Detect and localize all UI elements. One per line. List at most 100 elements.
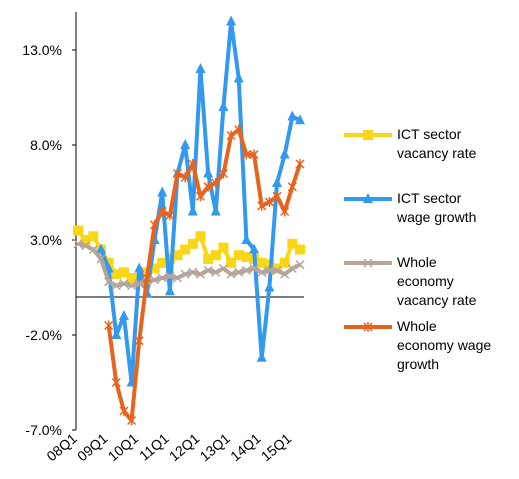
marker [111,329,122,339]
marker [241,265,251,275]
marker [81,241,91,251]
marker [218,263,228,274]
marker [134,335,144,346]
marker [195,191,206,202]
marker [256,257,267,268]
legend-label: Whole economy vacancy rate [397,254,477,308]
legend-marker [363,130,373,140]
marker [96,254,106,264]
legend-swatch [344,258,392,268]
marker [241,149,251,160]
marker [233,72,244,83]
marker [241,252,252,263]
marker [257,267,267,277]
y-tick-label: 8.0% [30,137,62,153]
marker [172,273,183,283]
marker [95,243,106,254]
marker [157,206,167,217]
marker [134,262,145,273]
marker [203,181,213,192]
marker [111,377,121,388]
marker [203,254,214,264]
marker [287,238,298,249]
marker [295,244,305,255]
y-tick-label: 3.0% [30,232,62,248]
marker [195,63,206,73]
y-tick-label: 13.0% [22,42,62,58]
marker [218,242,229,253]
marker [226,257,237,268]
marker [80,235,91,245]
marker [164,285,175,296]
marker [119,279,129,289]
legend-item: ICT sector wage growth [340,189,510,253]
marker [111,281,121,291]
marker [188,267,198,277]
marker [111,269,122,280]
x-tick-label: 14Q1 [227,430,264,464]
marker [150,219,160,230]
x-tick-label: 13Q1 [197,430,234,464]
marker [210,205,221,216]
marker [180,139,191,149]
marker [218,168,228,179]
marker [195,269,206,279]
marker [249,149,259,160]
marker [150,275,160,285]
marker [172,250,183,261]
marker [211,267,221,277]
marker [249,263,259,274]
y-tick-label: -7.0% [25,422,62,438]
marker [157,273,167,283]
marker [203,265,213,275]
legend-label: Whole economy wage growth [397,318,492,372]
marker [280,269,290,279]
marker [142,273,152,283]
marker [157,257,168,268]
marker [234,124,244,135]
marker [256,351,267,362]
legend-marker [363,322,373,332]
marker [264,281,275,292]
x-tick-label: 15Q1 [258,430,295,464]
marker [164,254,175,264]
legend-item: Whole economy wage growth [340,317,510,381]
legend-swatch [344,322,392,332]
marker [257,200,267,211]
marker [226,15,237,26]
marker [88,231,99,242]
legend-label: ICT sector vacancy rate [397,126,477,161]
marker [295,114,305,125]
marker [73,225,83,236]
marker [211,178,221,188]
marker [280,206,290,217]
marker [218,101,229,111]
marker [295,260,305,270]
marker [272,265,282,275]
marker [264,197,274,207]
marker [127,415,137,426]
marker [73,239,83,249]
marker [157,186,168,197]
marker [287,263,297,274]
marker [118,267,129,278]
legend-marker [363,193,373,203]
marker [119,406,129,416]
marker [226,130,236,141]
marker [180,269,190,279]
marker [149,263,160,274]
marker [287,181,297,192]
marker [188,159,198,169]
marker [272,191,282,202]
marker [226,269,236,279]
legend-item: Whole economy vacancy rate [340,253,510,317]
marker [241,234,252,244]
marker [180,172,190,183]
marker [126,273,137,283]
marker [210,250,221,261]
legend-marker [363,258,373,268]
marker [203,167,214,178]
marker [295,159,305,169]
marker [187,238,198,249]
